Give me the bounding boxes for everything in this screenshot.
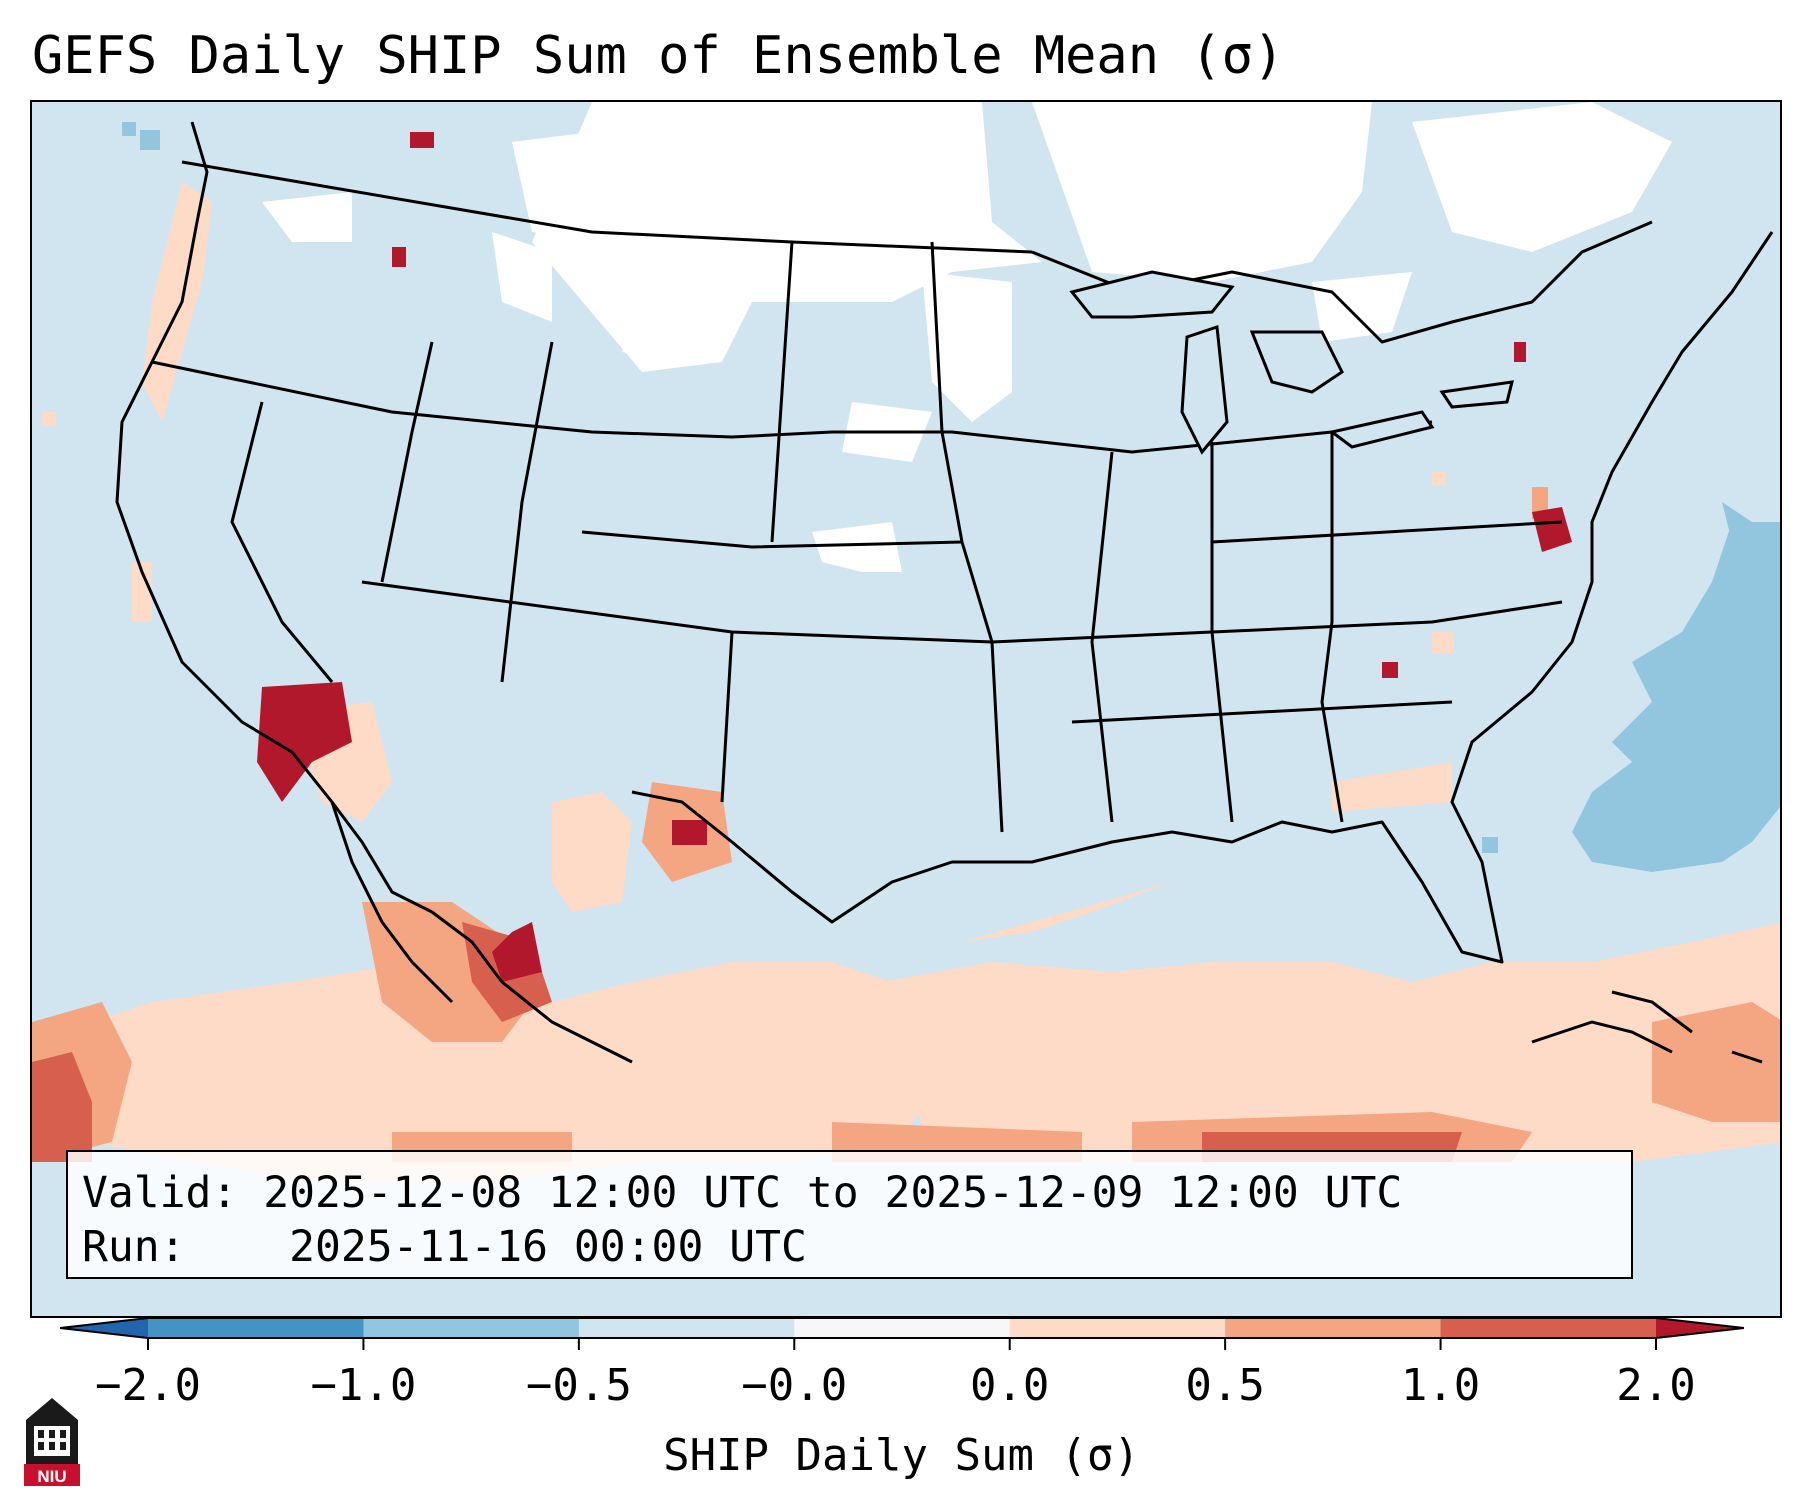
cuba-coast [1531,1020,1673,1054]
colorbar-tick-label: 0.0 [969,1360,1050,1411]
canada-border-west [181,160,1033,254]
great-lakes [1069,270,1514,455]
lake-michigan [1180,324,1229,455]
colorbar-outline [60,1318,1744,1339]
niu-building-logo: NIU [24,1398,80,1486]
map-canvas [32,102,1780,1316]
state-line-mid [361,580,1563,644]
colorbar-tick-label: 0.5 [1185,1360,1265,1411]
pacific-coastline [115,121,454,1004]
coastlines-and-borders [115,121,1774,1064]
state-line-idaho [380,341,434,583]
colorbar-segment [578,1318,795,1338]
colorbar [60,1318,1744,1350]
validity-info-box: Valid: 2025-12-08 12:00 UTC to 2025-12-0… [66,1150,1633,1279]
run-label: Run: [82,1222,186,1272]
state-line-indiana [1210,442,1234,823]
state-line-ohio [1211,520,1563,544]
colorbar-segment [1225,1318,1442,1338]
lake-erie [1328,410,1435,449]
lake-huron [1249,330,1344,394]
state-line-utah [500,341,554,683]
colorbar-segment [363,1318,580,1338]
gulf-of-california-coast [330,801,633,1064]
colorbar-tick-label: −2.0 [95,1360,201,1411]
state-line-dakota [770,241,794,543]
colorbar-extend-low [60,1318,148,1338]
colorbar-segment [1009,1318,1226,1338]
state-line-minnesota [930,241,994,643]
colorbar-extend-high [1656,1318,1744,1338]
state-line-north [151,360,1433,454]
gulf-and-atlantic-coast [631,231,1774,964]
colorbar-tick-label: −1.0 [310,1360,417,1411]
bahamas-coast [1611,990,1693,1034]
map-panel [30,100,1782,1318]
state-line-nevada [230,401,334,683]
colorbar-segment [1440,1318,1657,1338]
valid-time-range: 2025-12-08 12:00 UTC to 2025-12-09 12:00… [263,1168,1403,1218]
page-title: GEFS Daily SHIP Sum of Ensemble Mean (σ) [32,26,1285,86]
colorbar-segment [148,1318,364,1338]
high-positive-regions [257,132,1572,982]
colorbar-tick-marks [147,1338,1657,1350]
state-line-tennessee [1071,700,1453,724]
state-line-colorado [581,530,963,549]
state-line-georgia [1320,432,1344,823]
state-line-mississippi [1090,451,1114,823]
colorbar-tick-label: 2.0 [1616,1360,1696,1411]
state-line-texas-east [990,641,1004,833]
caribbean-islands [1531,990,1763,1064]
run-time: 2025-11-16 00:00 UTC [289,1222,807,1272]
colorbar-tick-label: −0.5 [525,1360,632,1411]
hispaniola-coast [1731,1050,1763,1064]
colorbar-tick-label: 1.0 [1400,1360,1481,1411]
state-line-texas-nm [720,631,734,803]
colorbar-segment [794,1318,1011,1338]
negative-anomaly-regions [122,122,1780,872]
colorbar-label: SHIP Daily Sum (σ) [663,1430,1140,1481]
colorbar-segments [148,1318,1657,1338]
near-zero-regions [262,102,1672,572]
lake-ontario [1439,380,1514,409]
colorbar-tick-label: −0.0 [741,1360,848,1411]
valid-label: Valid: [82,1168,238,1218]
niu-logo-text: NIU [37,1467,66,1486]
lake-superior [1069,270,1235,319]
